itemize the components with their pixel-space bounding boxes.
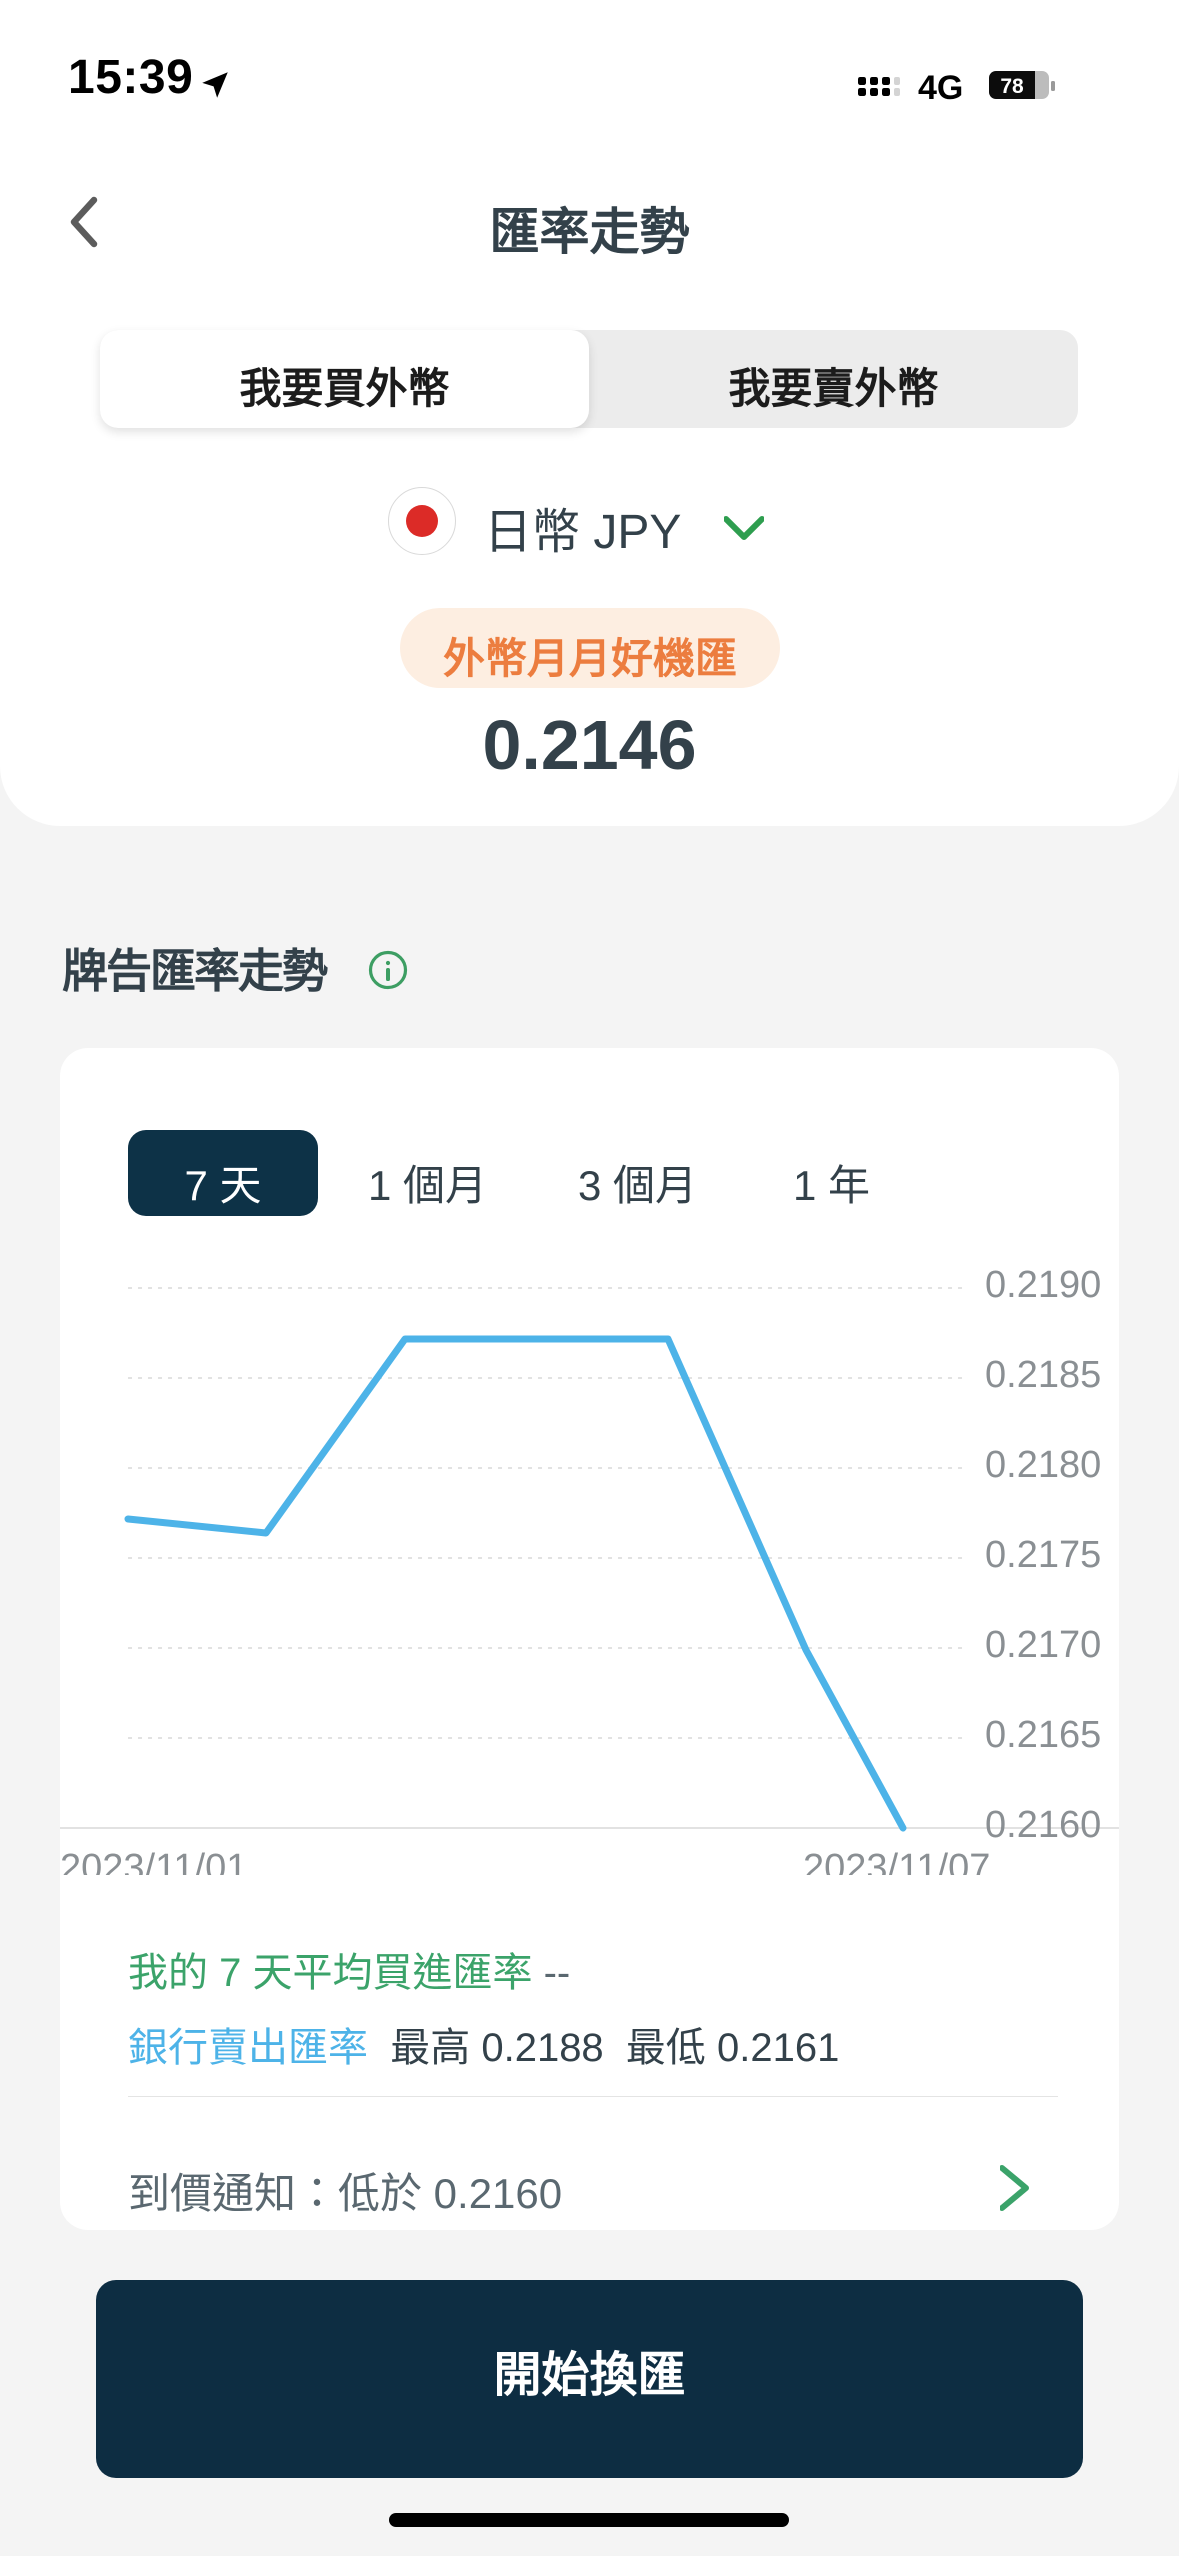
svg-text:2023/11/07: 2023/11/07 — [803, 1847, 990, 1875]
svg-text:2023/11/01: 2023/11/01 — [60, 1847, 247, 1875]
svg-text:0.2185: 0.2185 — [985, 1354, 1101, 1396]
svg-text:0.2160: 0.2160 — [985, 1804, 1101, 1846]
svg-text:0.2170: 0.2170 — [985, 1624, 1101, 1666]
svg-text:0.2180: 0.2180 — [985, 1444, 1101, 1486]
svg-text:78: 78 — [1000, 75, 1024, 98]
svg-text:0.2190: 0.2190 — [985, 1264, 1101, 1306]
svg-text:0.2165: 0.2165 — [985, 1714, 1101, 1756]
svg-text:0.2175: 0.2175 — [985, 1534, 1101, 1576]
